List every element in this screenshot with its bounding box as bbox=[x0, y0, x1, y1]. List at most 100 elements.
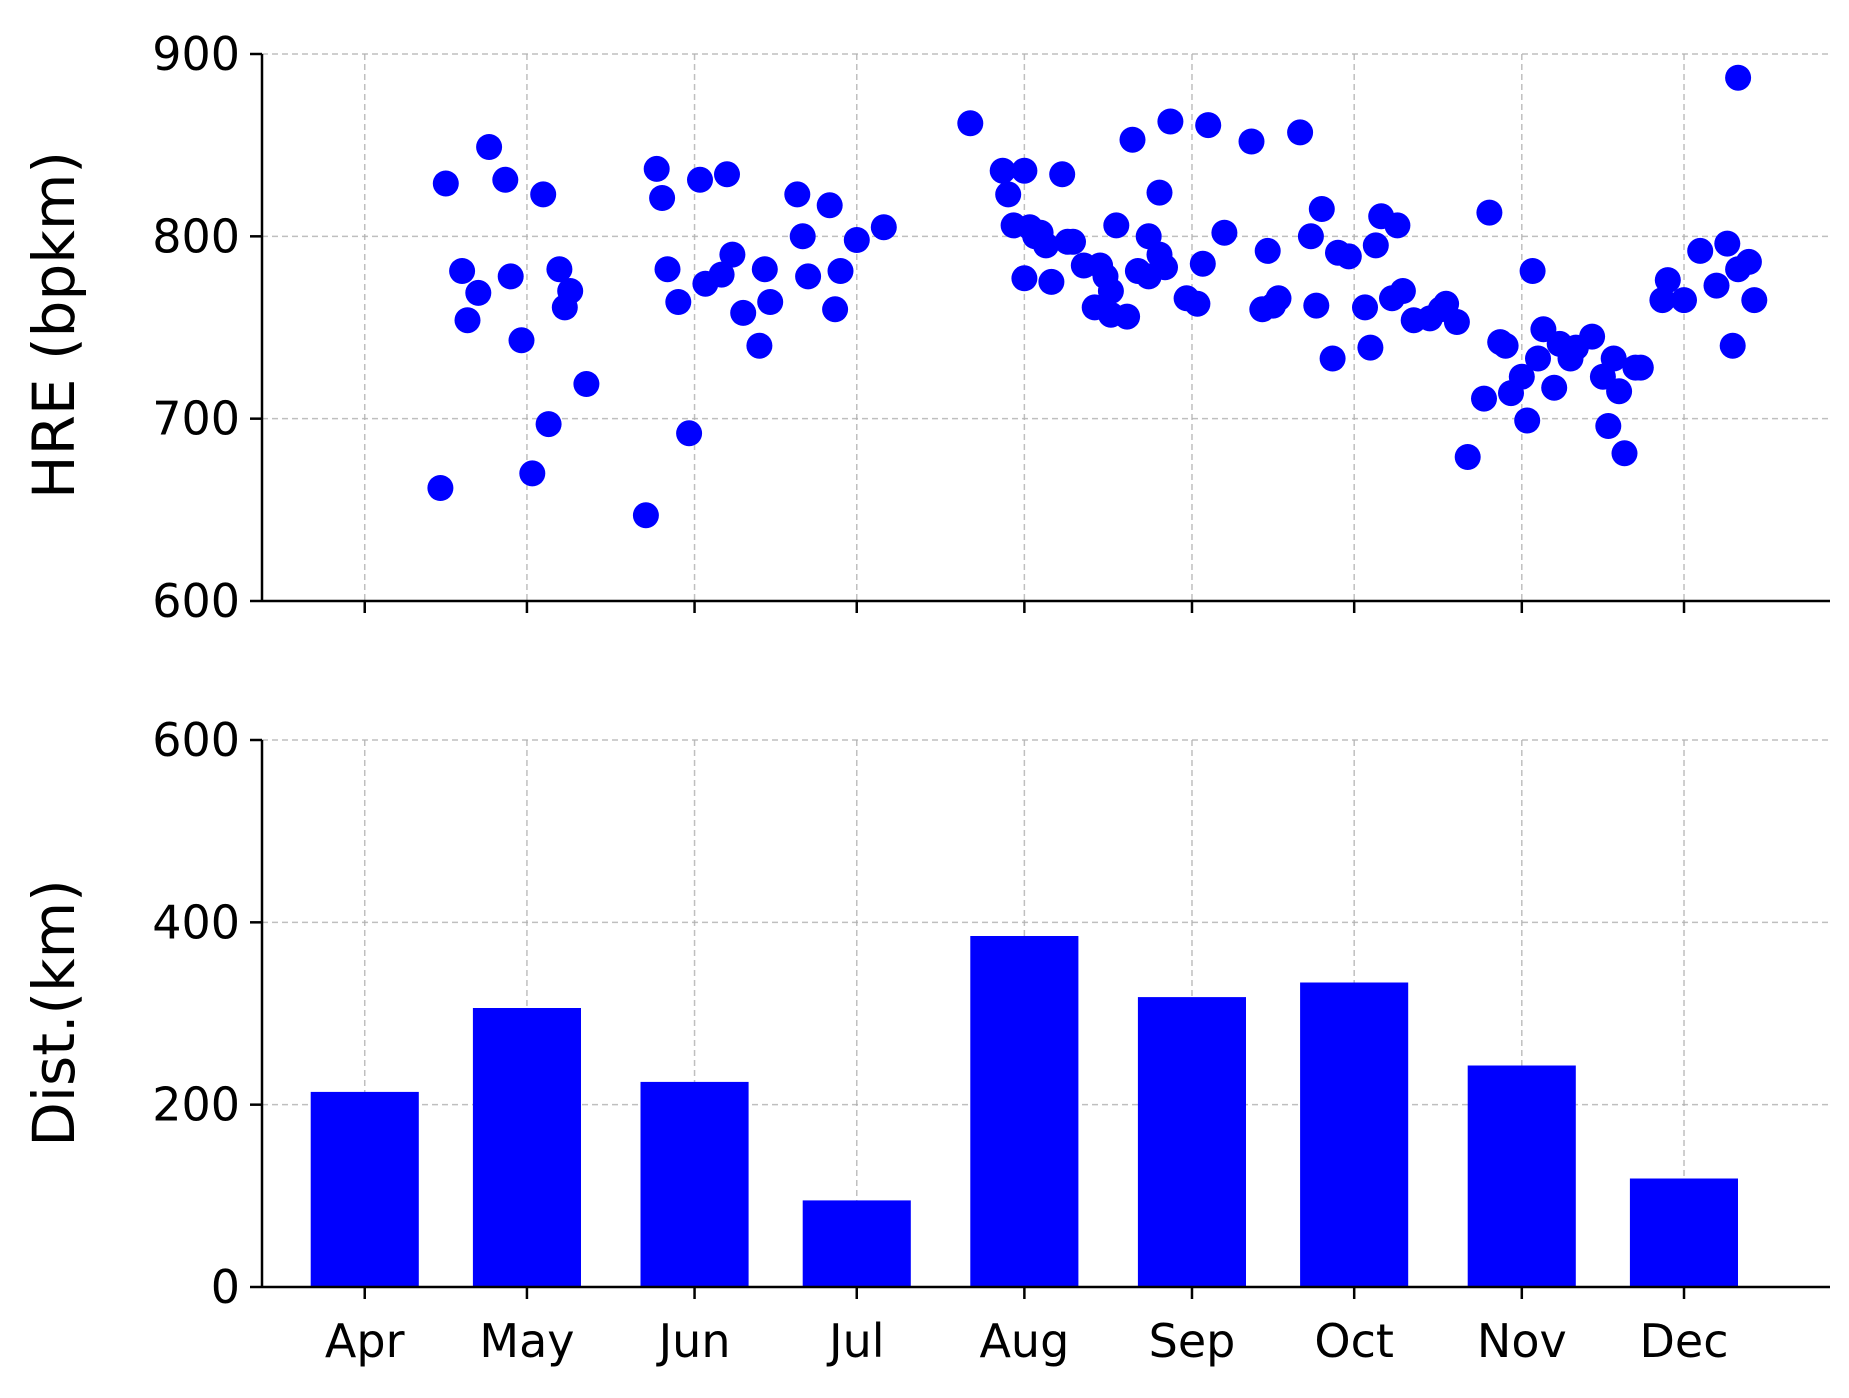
scatter-point-20 bbox=[665, 289, 692, 315]
scatter-point-7 bbox=[497, 263, 524, 290]
scatter-ytick-label-600: 600 bbox=[152, 574, 240, 628]
scatter-point-60 bbox=[1114, 303, 1141, 330]
scatter-point-50 bbox=[1049, 161, 1076, 188]
bar-ytick-label-400: 400 bbox=[152, 895, 240, 949]
scatter-point-11 bbox=[535, 411, 562, 438]
scatter-point-30 bbox=[757, 289, 784, 315]
scatter-point-117 bbox=[1606, 378, 1633, 405]
scatter-point-106 bbox=[1519, 258, 1546, 284]
scatter-point-100 bbox=[1476, 199, 1503, 226]
scatter-point-73 bbox=[1211, 219, 1238, 246]
scatter-point-8 bbox=[508, 327, 535, 354]
scatter-point-71 bbox=[1189, 250, 1216, 277]
scatter-point-76 bbox=[1254, 237, 1281, 264]
scatter-point-49 bbox=[1038, 268, 1065, 295]
bar-bars bbox=[310, 936, 1738, 1287]
bar-ytick-label-200: 200 bbox=[152, 1078, 240, 1132]
scatter-point-40 bbox=[989, 157, 1016, 184]
scatter-point-39 bbox=[957, 110, 984, 137]
scatter-point-123 bbox=[1671, 287, 1697, 314]
scatter-point-88 bbox=[1362, 232, 1389, 259]
scatter-point-92 bbox=[1389, 278, 1416, 304]
scatter-point-0 bbox=[427, 475, 454, 501]
scatter-point-83 bbox=[1319, 345, 1346, 372]
scatter-point-4 bbox=[465, 279, 492, 306]
scatter-point-79 bbox=[1287, 119, 1314, 146]
scatter-point-121 bbox=[1649, 287, 1676, 314]
x-tick-label-dec: Dec bbox=[1640, 1314, 1729, 1368]
scatter-point-27 bbox=[730, 299, 757, 326]
scatter-point-125 bbox=[1703, 272, 1730, 299]
scatter-point-12 bbox=[546, 256, 573, 283]
scatter-point-5 bbox=[476, 134, 503, 160]
scatter-point-120 bbox=[1627, 354, 1654, 381]
scatter-y-axis-label: HRE (bpkm) bbox=[20, 151, 88, 499]
scatter-point-1 bbox=[432, 170, 459, 197]
bar-aug bbox=[970, 936, 1079, 1287]
scatter-point-34 bbox=[816, 192, 843, 219]
scatter-ytick-label-800: 800 bbox=[152, 209, 240, 263]
bar-jul bbox=[802, 1200, 911, 1287]
scatter-point-70 bbox=[1184, 290, 1211, 317]
bar-ytick-label-0: 0 bbox=[211, 1260, 240, 1314]
scatter-point-99 bbox=[1471, 385, 1497, 412]
scatter-point-109 bbox=[1541, 374, 1568, 401]
scatter-point-22 bbox=[687, 166, 713, 193]
scatter-point-78 bbox=[1265, 285, 1292, 312]
scatter-point-38 bbox=[870, 214, 897, 241]
scatter-point-48 bbox=[1033, 232, 1059, 259]
scatter-point-82 bbox=[1308, 196, 1335, 222]
scatter-points bbox=[427, 64, 1768, 529]
x-tick-label-apr: Apr bbox=[325, 1314, 405, 1368]
scatter-point-104 bbox=[1508, 363, 1535, 390]
scatter-point-80 bbox=[1297, 223, 1324, 250]
scatter-point-52 bbox=[1060, 228, 1086, 255]
scatter-point-118 bbox=[1611, 440, 1638, 467]
bar-may bbox=[472, 1008, 581, 1287]
distance-bar-panel: 0 200 400 600 Apr May Jun Jul Aug Sep Oct Nov Dec Di… bbox=[20, 713, 1830, 1368]
scatter-point-113 bbox=[1579, 323, 1606, 350]
scatter-point-37 bbox=[843, 227, 870, 253]
scatter-point-43 bbox=[1011, 157, 1038, 184]
scatter-point-33 bbox=[795, 263, 822, 290]
x-tick-label-sep: Sep bbox=[1149, 1314, 1236, 1368]
scatter-point-16 bbox=[632, 502, 659, 529]
scatter-point-115 bbox=[1595, 413, 1622, 439]
scatter-point-15 bbox=[573, 371, 600, 397]
bar-ytick-label-600: 600 bbox=[152, 713, 240, 767]
scatter-point-129 bbox=[1735, 248, 1762, 275]
scatter-point-28 bbox=[746, 332, 773, 359]
scatter-point-74 bbox=[1238, 128, 1265, 155]
x-tick-label-aug: Aug bbox=[979, 1314, 1069, 1368]
scatter-point-29 bbox=[751, 256, 778, 283]
scatter-point-86 bbox=[1352, 294, 1378, 321]
bar-apr bbox=[310, 1091, 419, 1287]
scatter-ytick-label-900: 900 bbox=[152, 27, 240, 81]
scatter-point-45 bbox=[1011, 265, 1038, 292]
scatter-point-32 bbox=[789, 223, 816, 250]
bar-y-axis-label: Dist.(km) bbox=[20, 879, 88, 1147]
scatter-point-31 bbox=[784, 181, 811, 208]
scatter-point-17 bbox=[643, 155, 670, 182]
bar-dec bbox=[1629, 1178, 1738, 1287]
scatter-point-35 bbox=[822, 296, 849, 323]
scatter-point-102 bbox=[1492, 332, 1519, 359]
bar-nov bbox=[1467, 1065, 1576, 1287]
scatter-point-126 bbox=[1714, 230, 1741, 257]
bar-sep bbox=[1137, 997, 1246, 1287]
x-tick-label-nov: Nov bbox=[1477, 1314, 1567, 1368]
scatter-point-24 bbox=[708, 261, 735, 288]
scatter-point-122 bbox=[1654, 267, 1681, 294]
scatter-point-68 bbox=[1157, 108, 1184, 135]
x-tick-label-jul: Jul bbox=[826, 1314, 885, 1368]
scatter-point-87 bbox=[1357, 334, 1384, 361]
scatter-point-97 bbox=[1443, 309, 1470, 335]
bar-axes: 0 200 400 600 Apr May Jun Jul Aug Sep Oct Nov Dec bbox=[152, 713, 1830, 1368]
scatter-point-67 bbox=[1152, 254, 1178, 281]
scatter-grid bbox=[262, 53, 1830, 602]
scatter-point-66 bbox=[1146, 179, 1173, 206]
scatter-axes: 600 700 800 900 bbox=[152, 27, 1830, 628]
scatter-point-59 bbox=[1103, 212, 1130, 239]
scatter-point-61 bbox=[1119, 126, 1146, 153]
x-tick-label-oct: Oct bbox=[1314, 1314, 1394, 1368]
